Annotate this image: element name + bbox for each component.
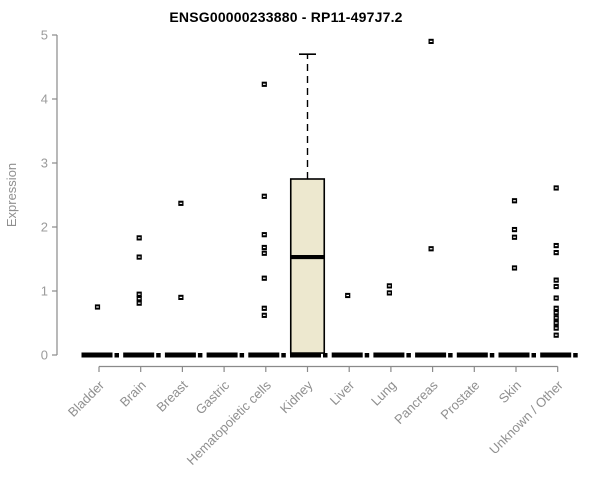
zero-bar-gastric <box>206 352 238 358</box>
outlier-point-center <box>346 294 349 297</box>
zero-bar-kidney <box>290 352 321 358</box>
zero-bar-pancreas <box>415 352 447 358</box>
zero-bar-unknown-other <box>540 352 572 358</box>
outlier-point-center <box>554 317 558 319</box>
outlier-point-center <box>263 83 266 85</box>
zero-bar-dot-pancreas <box>448 353 453 358</box>
outlier-point-center <box>513 267 516 269</box>
zero-bar-hematopoietic-cells <box>248 352 280 358</box>
outlier-point-center <box>96 306 99 308</box>
zero-bar-prostate <box>456 352 488 358</box>
x-axis-category-label-brain: Brain <box>117 378 149 410</box>
outlier-point-center <box>429 40 433 42</box>
x-axis-category-label-liver: Liver <box>327 377 358 408</box>
outlier-point-center <box>388 292 391 294</box>
zero-bar-dot-gastric <box>239 353 245 358</box>
outlier-point-center <box>554 322 558 324</box>
outlier-point-center <box>513 228 516 231</box>
zero-bar-dot-prostate <box>489 353 495 358</box>
zero-bar-skin <box>498 352 530 358</box>
zero-bar-dot-breast <box>197 353 203 358</box>
zero-bar-dot-brain <box>156 353 161 358</box>
zero-bar-bladder <box>81 352 113 358</box>
y-tick-label: 0 <box>41 348 48 363</box>
outlier-point-center <box>554 285 558 288</box>
outlier-point-center <box>263 307 266 309</box>
x-axis-category-label-kidney: Kidney <box>277 377 316 416</box>
x-axis-category-label-gastric: Gastric <box>193 377 233 417</box>
outlier-point-center <box>137 293 141 295</box>
x-axis-category-label-pancreas: Pancreas <box>391 377 441 427</box>
outlier-point-center <box>554 312 558 314</box>
outlier-point-center <box>179 202 183 204</box>
outlier-point-center <box>554 279 558 281</box>
y-tick-label: 2 <box>41 220 48 235</box>
x-axis-category-label-unknown-other: Unknown / Other <box>486 377 566 457</box>
zero-bar-liver <box>331 352 363 358</box>
outlier-point-center <box>429 248 433 250</box>
zero-bar-lung <box>373 352 405 358</box>
outlier-point-center <box>263 195 266 197</box>
x-axis-category-label-prostate: Prostate <box>438 378 483 423</box>
y-tick-label: 5 <box>41 28 48 43</box>
chart-title: ENSG00000233880 - RP11-497J7.2 <box>169 9 403 25</box>
outlier-point-center <box>554 244 558 247</box>
outlier-point-center <box>263 314 266 316</box>
outlier-point-center <box>137 237 141 239</box>
outlier-point-center <box>263 252 266 254</box>
outlier-point-center <box>137 302 141 304</box>
outlier-point-center <box>513 236 516 238</box>
outlier-point-center <box>554 334 558 336</box>
outlier-point-center <box>554 297 558 299</box>
zero-bar-dot-bladder <box>114 353 119 358</box>
zero-bar-breast <box>164 352 196 358</box>
y-tick-label: 3 <box>41 156 48 171</box>
zero-bar-dot-skin <box>531 353 536 358</box>
outlier-point-center <box>179 296 183 298</box>
zero-bar-dot-hematopoietic-cells <box>281 353 286 358</box>
outlier-point-center <box>554 187 558 189</box>
outlier-point-center <box>388 285 391 287</box>
x-axis-category-label-skin: Skin <box>496 378 524 406</box>
outlier-point-center <box>263 277 266 279</box>
zero-bar-dot-unknown-other <box>573 353 578 358</box>
zero-bar-dot-kidney <box>323 353 328 358</box>
zero-bar-dot-lung <box>406 353 411 358</box>
x-axis-category-label-bladder: Bladder <box>65 377 108 420</box>
outlier-point-center <box>513 200 516 202</box>
y-tick-label: 4 <box>41 92 48 107</box>
outlier-point-center <box>137 256 141 258</box>
outlier-point-center <box>554 327 558 329</box>
outlier-point-center <box>263 246 266 249</box>
outlier-point-center <box>137 298 141 300</box>
y-tick-label: 1 <box>41 284 48 299</box>
x-axis-category-label-lung: Lung <box>368 378 399 409</box>
zero-bar-dot-liver <box>364 353 370 358</box>
x-axis-category-label-breast: Breast <box>153 377 190 414</box>
outlier-point-center <box>554 307 558 309</box>
zero-bar-brain <box>123 352 155 358</box>
outlier-point-center <box>554 252 558 254</box>
box-kidney <box>289 178 326 354</box>
outlier-point-center <box>263 234 266 236</box>
